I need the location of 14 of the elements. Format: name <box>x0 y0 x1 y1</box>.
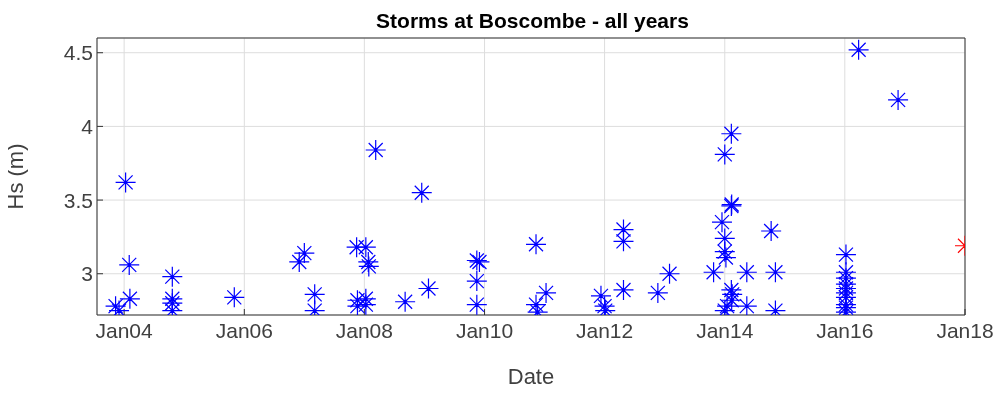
x-tick-label: Jan08 <box>335 318 393 342</box>
x-tick-label: Jan06 <box>215 318 273 342</box>
y-tick-label: 3.5 <box>63 188 93 212</box>
x-tick-label: Jan16 <box>816 318 874 342</box>
x-axis-title: Date <box>507 364 555 389</box>
x-tick-label: Jan18 <box>936 318 994 342</box>
y-tick-label: 4.5 <box>63 41 93 65</box>
x-tick-label: Jan12 <box>575 318 634 342</box>
x-tick-label: Jan14 <box>696 318 754 342</box>
x-tick-label: Jan04 <box>95 318 154 342</box>
x-tick-label: Jan10 <box>455 318 514 342</box>
y-tick-label: 3 <box>81 262 93 286</box>
chart-title: Storms at Boscombe - all years <box>375 8 690 34</box>
y-tick-label: 4 <box>81 114 94 138</box>
